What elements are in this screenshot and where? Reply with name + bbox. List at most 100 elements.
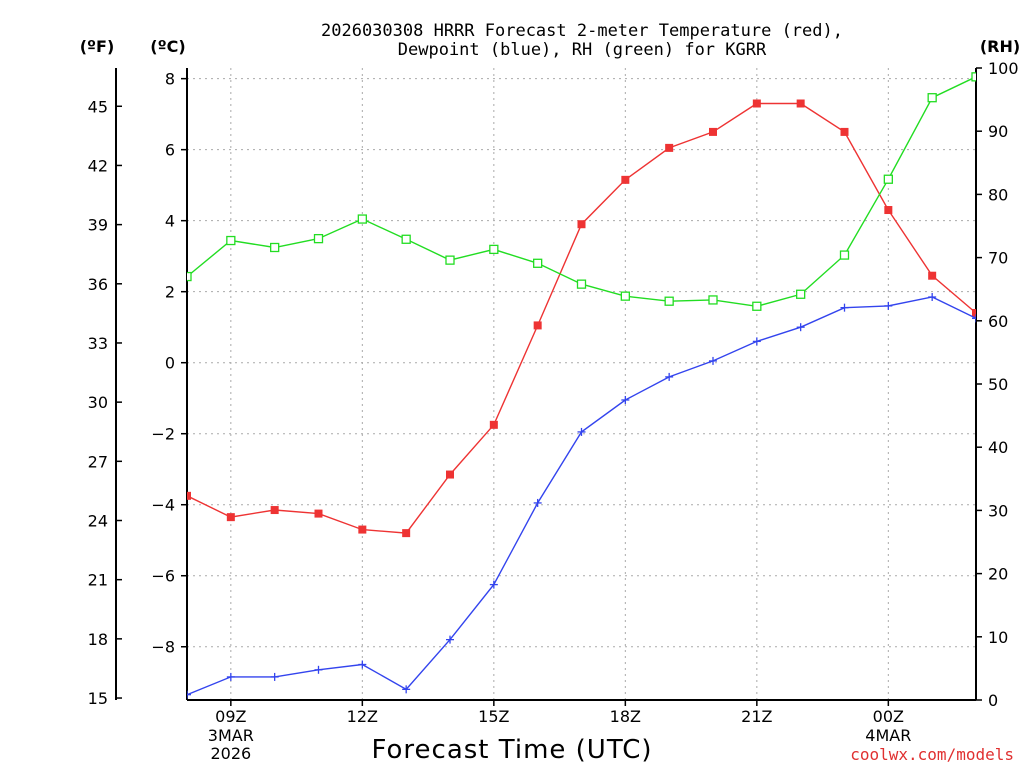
chart-title-line-2: Dewpoint (blue), RH (green) for KGRR (398, 40, 767, 60)
dewpoint-line (187, 296, 976, 696)
dewpoint-point (709, 356, 717, 365)
rh-point (533, 258, 543, 268)
dewpoint-point (226, 672, 235, 681)
rh-point (313, 233, 324, 244)
x-tick-label: 21Z (741, 707, 772, 726)
fahrenheit-unit-label: (ºF) (80, 37, 115, 56)
dewpoint-point (446, 635, 454, 644)
rh-point (357, 214, 367, 224)
celsius-tick-label: −6 (151, 567, 175, 586)
temperature-line (187, 102, 976, 534)
dewpoint-point (577, 427, 586, 436)
rh-tick-label: 0 (988, 691, 998, 710)
celsius-tick-label: 8 (165, 70, 175, 89)
dewpoint-point (752, 337, 761, 346)
series-rh (187, 72, 976, 311)
celsius-tick-label: −8 (151, 638, 175, 657)
credit-text: coolwx.com/models (850, 745, 1014, 764)
temperature-point (665, 143, 674, 152)
fahrenheit-tick-label: 42 (88, 156, 108, 175)
temperature-point (752, 99, 761, 108)
rh-tick-label: 70 (988, 249, 1008, 268)
fahrenheit-tick-label: 30 (88, 393, 108, 412)
celsius-unit-label: (ºC) (150, 37, 185, 56)
rh-tick-label: 10 (988, 628, 1008, 647)
dewpoint-point (533, 498, 542, 507)
rh-point (401, 234, 411, 244)
fahrenheit-tick-label: 39 (88, 216, 108, 235)
temperature-point (314, 509, 323, 518)
fahrenheit-tick-label: 27 (88, 452, 108, 471)
temperature-point (402, 529, 411, 538)
celsius-tick-label: 4 (165, 212, 175, 231)
chart-title: 2026030308 HRRR Forecast 2-meter Tempera… (321, 21, 843, 60)
fahrenheit-tick-label: 15 (88, 689, 108, 708)
series-layer (187, 72, 976, 699)
rh-point (226, 235, 236, 246)
temperature-point (270, 506, 279, 515)
dewpoint-point (402, 685, 411, 694)
rh-point (576, 279, 587, 289)
rh-tick-label: 30 (988, 501, 1008, 520)
x-tick-label: 00Z (873, 707, 904, 726)
celsius-tick-label: −2 (151, 425, 175, 444)
rh-tick-label: 60 (988, 312, 1008, 331)
dewpoint-point (270, 672, 279, 681)
fahrenheit-tick-label: 21 (88, 571, 108, 590)
dewpoint-point (972, 314, 976, 323)
dewpoint-point (796, 323, 805, 332)
fahrenheit-tick-label: 18 (88, 630, 108, 649)
temperature-point (884, 206, 893, 215)
series-temperature (187, 99, 976, 538)
dewpoint-point (665, 372, 674, 381)
rh-point (796, 289, 806, 299)
rh-point (839, 250, 850, 260)
celsius-tick-label: −4 (151, 496, 175, 515)
rh-point (620, 291, 630, 301)
rh-tick-label: 100 (988, 59, 1019, 78)
dewpoint-point (840, 303, 849, 312)
dewpoint-point (884, 301, 893, 310)
rh-tick-label: 50 (988, 375, 1008, 394)
temperature-point (358, 525, 367, 534)
fahrenheit-tick-label: 24 (88, 511, 108, 530)
dewpoint-point (621, 395, 630, 404)
temperature-point (226, 513, 235, 522)
rh-tick-label: 80 (988, 185, 1008, 204)
temperature-point (928, 271, 937, 280)
rh-point (445, 255, 455, 265)
rh-point (489, 244, 499, 255)
temperature-point (533, 321, 542, 330)
x-tick-sublabel: 4MAR (865, 726, 911, 745)
temperature-point (187, 491, 191, 500)
rh-point (270, 242, 280, 253)
rh-point (708, 295, 718, 305)
x-tick-sublabel: 2026 (210, 744, 251, 763)
fahrenheit-tick-label: 33 (88, 334, 108, 353)
x-axis-label: Forecast Time (UTC) (371, 735, 652, 765)
celsius-tick-label: 0 (165, 354, 175, 373)
rh-tick-label: 40 (988, 438, 1008, 457)
rh-unit-label: (RH) (980, 37, 1020, 56)
rh-point (927, 93, 937, 103)
temperature-point (446, 470, 454, 479)
temperature-point (577, 220, 586, 229)
x-tick-label: 15Z (478, 707, 509, 726)
dewpoint-point (187, 690, 191, 699)
temperature-point (709, 127, 717, 136)
rh-tick-label: 90 (988, 122, 1008, 141)
temperature-point (840, 127, 849, 136)
celsius-tick-label: 2 (165, 283, 175, 302)
rh-point (883, 174, 893, 184)
grid-lines (187, 68, 976, 700)
rh-line (187, 76, 976, 308)
temperature-point (796, 99, 805, 108)
temperature-point (972, 308, 976, 317)
rh-tick-label: 20 (988, 565, 1008, 584)
temperature-point (621, 175, 630, 184)
dewpoint-point (314, 665, 323, 674)
series-dewpoint (187, 293, 976, 699)
x-tick-label: 12Z (347, 707, 378, 726)
